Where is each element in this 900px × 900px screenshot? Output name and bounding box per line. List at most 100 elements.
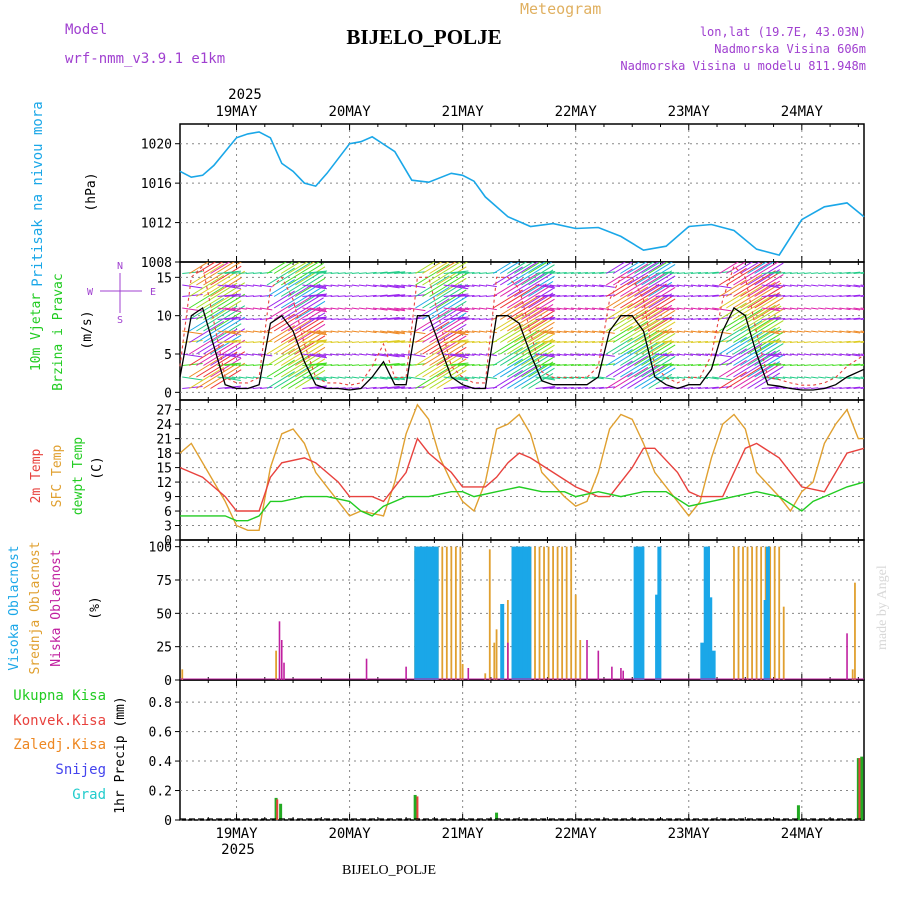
wind-arrow [521,262,542,274]
wind-arrow [203,282,246,309]
cloud-bar [278,621,281,680]
wind-arrow [754,372,781,389]
wind-arrow [846,317,861,320]
wind-arrow [747,331,784,355]
wind-arrow [549,330,561,334]
wind-arrow [238,330,247,333]
wind-arrow [259,307,273,311]
wind-arrow [189,263,225,286]
wind-arrow [521,333,555,355]
wind-arrow [641,309,676,332]
wind-arrow [754,326,781,343]
panel-frame [179,123,865,263]
wind-arrow [825,284,834,287]
cloud-bar [416,546,421,680]
wind-arrow [492,312,523,332]
wind-arrow [570,330,581,333]
wind-arrow [492,300,523,320]
wind-arrow [570,387,581,389]
wind-arrow [351,387,360,389]
wind-arrow [690,387,702,389]
wind-arrow [690,272,702,274]
cloud-bar [414,546,419,680]
wind-arrow [365,386,377,389]
wind-arrow [782,272,792,274]
wind-arrow [719,290,747,309]
wind-arrow [323,318,333,320]
wind-arrow [570,284,581,287]
wind-arrow [662,386,674,389]
wind-arrow [789,364,799,366]
wind-arrow [549,340,561,343]
wind-arrow [796,376,805,379]
wind-arrow [196,271,238,297]
y-tick-label: 100 [149,541,172,556]
precip-bar [276,799,279,820]
wind-arrow [669,330,680,333]
wind-arrow [853,330,864,334]
cloud-bar [742,546,744,680]
wind-arrow [443,330,469,336]
precip-legend: Ukupna Kisa Konvek.Kisa Zaledj.Kisa Snijeg G… [13,688,106,803]
wind-arrow [804,307,812,310]
wind-arrow [627,318,667,343]
wind-arrow [238,318,247,320]
wind-arrow [627,364,667,389]
wind-arrow [337,284,346,287]
wind-arrow [245,353,254,356]
wind-arrow [372,271,388,274]
wind-arrow [811,307,819,310]
wind-arrow [676,330,685,333]
wind-arrow [351,364,360,366]
wind-arrow [380,317,400,320]
wind-arrow [719,348,747,366]
wind-arrow [450,317,466,320]
wind-arrow [478,341,488,343]
wind-arrow [273,330,312,355]
wind-arrow [570,295,581,297]
wind-arrow [436,289,467,309]
wind-arrow [775,364,786,366]
wind-arrow [542,307,555,311]
wind-arrow [280,283,321,309]
wind-arrow [662,307,674,311]
wind-arrow [429,262,450,274]
wind-arrow [252,295,262,297]
wind-arrow [457,330,470,334]
wind-arrow [549,284,561,288]
wind-arrow [846,386,861,389]
wind-arrow [634,272,673,297]
wind-arrow [592,317,604,320]
wind-arrow [584,330,595,333]
wind-arrow [535,330,556,335]
wind-arrow [245,376,254,379]
wind-arrow [584,318,596,320]
panels: 1008101210161020051015036912151821242702… [141,123,865,829]
wind-arrow [726,343,763,366]
y-tick-label: 24 [156,418,172,433]
wind-arrow [401,318,412,320]
wind-arrow [238,376,247,379]
wind-arrow [846,363,861,366]
wind-arrow [344,364,353,366]
wind-arrow [804,272,812,274]
wind-arrow [401,284,412,287]
wind-arrow [422,352,462,378]
wind-arrow [436,346,467,366]
wind-arrow [351,307,360,310]
wind-arrow [577,353,588,356]
cloud-bar [461,664,464,680]
wind-arrow [499,272,540,297]
wind-arrow [394,386,405,389]
wind-arrow [358,295,367,297]
wind-arrow [217,293,242,297]
y-tick-label: 18 [156,447,172,462]
wind-arrow [775,318,786,320]
wind-arrow [266,313,295,332]
cloud-bar [751,546,753,680]
wind-arrow [408,376,426,381]
wind-arrow [634,341,673,366]
model-label: Model [65,22,107,38]
wind-arrow [401,353,412,356]
temp-axis-title: 2m Temp SFC Temp dewpt Temp (C) [29,437,105,515]
